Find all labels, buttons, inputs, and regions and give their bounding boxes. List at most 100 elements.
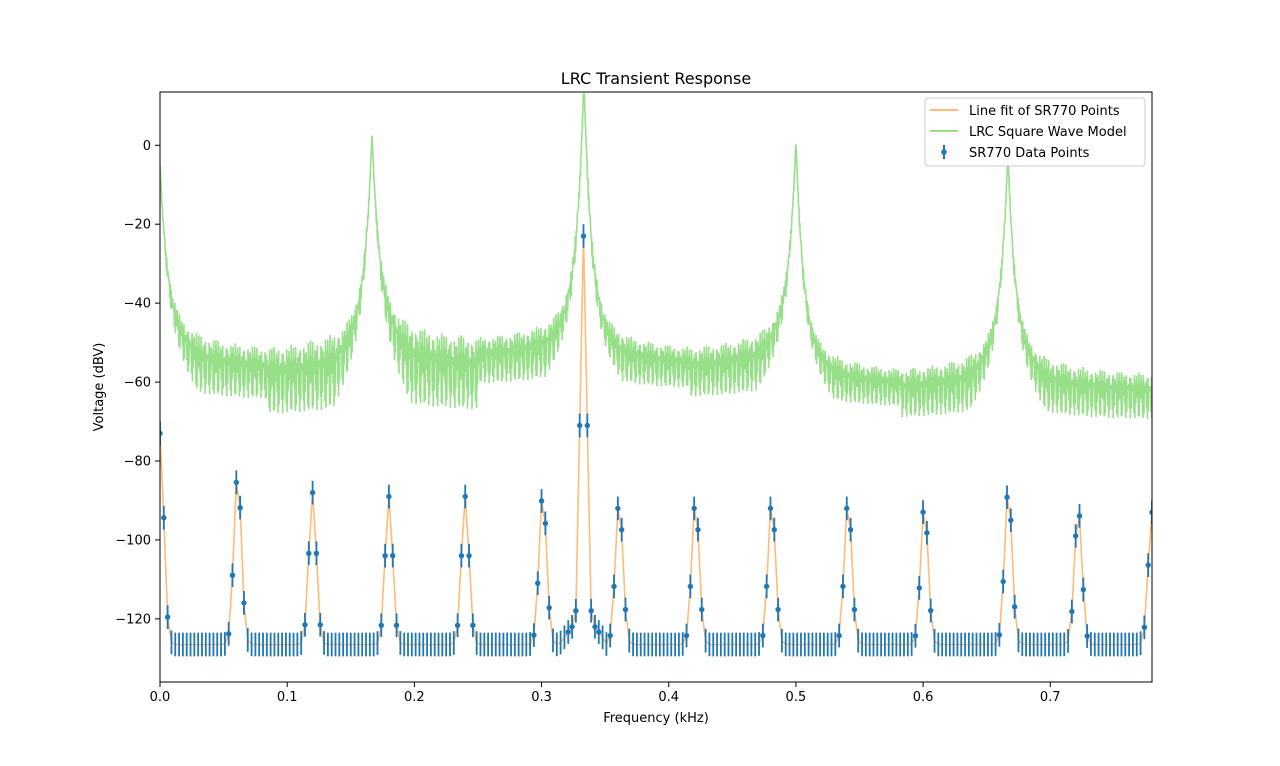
x-tick-label: 0.1 <box>277 690 298 705</box>
data-point <box>378 613 384 638</box>
x-tick-label: 0.2 <box>404 690 425 705</box>
chart-title: LRC Transient Response <box>561 69 751 88</box>
model-series <box>160 93 1152 419</box>
y-tick-label: −80 <box>124 454 151 469</box>
data-point <box>542 511 549 536</box>
data-point <box>912 623 919 648</box>
y-tick-label: −60 <box>124 376 151 391</box>
data-point <box>531 623 537 647</box>
legend-model-label: LRC Square Wave Model <box>969 125 1127 140</box>
data-point <box>164 605 171 629</box>
data-point <box>851 597 858 622</box>
legend-points-swatch <box>941 145 947 159</box>
data-point <box>775 597 781 622</box>
data-point <box>580 224 587 248</box>
data-point <box>1149 500 1152 525</box>
data-point <box>569 614 575 639</box>
data-point <box>1004 485 1010 510</box>
x-axis-label: Frequency (kHz) <box>603 711 709 726</box>
data-point <box>1072 524 1079 548</box>
data-point <box>576 413 583 438</box>
legend: Line fit of SR770 Points LRC Square Wave… <box>924 97 1146 167</box>
data-point <box>615 496 621 521</box>
data-point <box>573 598 579 623</box>
data-point <box>306 541 312 566</box>
data-point <box>760 623 766 648</box>
x-axis: 0.0 0.1 0.2 0.3 0.4 0.5 0.6 0.7 <box>150 682 1061 705</box>
y-tick-label: −120 <box>115 612 151 627</box>
data-point <box>458 543 465 568</box>
data-point <box>160 421 163 446</box>
data-point <box>386 484 392 509</box>
data-point <box>584 413 591 438</box>
data-point <box>840 574 846 599</box>
x-tick-label: 0.7 <box>1040 690 1061 705</box>
x-tick-label: 0.5 <box>786 690 807 705</box>
data-point <box>546 595 552 620</box>
data-point <box>462 484 468 509</box>
data-point <box>535 571 541 596</box>
data-point <box>229 563 236 588</box>
data-point <box>771 517 777 542</box>
data-point <box>565 620 571 644</box>
data-point <box>382 543 388 568</box>
y-tick-label: 0 <box>143 139 151 154</box>
data-point <box>233 470 240 495</box>
data-point <box>538 489 545 513</box>
data-point <box>767 496 774 521</box>
data-point <box>592 614 598 639</box>
data-point <box>611 574 617 599</box>
data-point <box>916 576 922 600</box>
data-point <box>622 597 629 622</box>
legend-fit-label: Line fit of SR770 Points <box>969 104 1120 119</box>
data-point <box>1145 553 1151 577</box>
y-tick-label: −100 <box>115 533 151 548</box>
y-tick-label: −40 <box>124 297 151 312</box>
data-point <box>683 623 690 648</box>
data-point <box>691 496 697 521</box>
data-point <box>313 541 320 566</box>
data-point <box>699 597 705 622</box>
data-point <box>847 517 854 542</box>
data-point <box>844 496 850 521</box>
data-point <box>924 520 930 545</box>
model-line <box>160 93 1152 419</box>
y-tick-label: −20 <box>124 218 151 233</box>
data-point <box>1141 615 1148 640</box>
data-point <box>390 543 396 568</box>
data-point <box>1069 599 1075 624</box>
plot-frame <box>159 91 1153 683</box>
data-point <box>302 612 308 637</box>
data-point <box>161 505 167 530</box>
data-point <box>695 517 701 542</box>
data-point <box>687 574 694 599</box>
data-point <box>763 574 770 599</box>
x-tick-label: 0.4 <box>658 690 679 705</box>
x-tick-label: 0.6 <box>913 690 934 705</box>
plot-area <box>160 93 1152 657</box>
data-point <box>1080 577 1087 602</box>
data-point <box>928 598 934 623</box>
x-tick-label: 0.0 <box>150 690 171 705</box>
data-point <box>1011 594 1018 619</box>
data-point <box>618 517 625 542</box>
legend-points-label: SR770 Data Points <box>969 146 1090 161</box>
data-point <box>607 623 613 648</box>
y-axis-label: Voltage (dBV) <box>92 343 107 432</box>
data-point <box>1008 508 1014 533</box>
legend-box <box>924 97 1146 167</box>
data-point <box>596 620 602 644</box>
data-point <box>588 598 594 623</box>
data-point <box>836 623 842 648</box>
data-point <box>996 622 1003 647</box>
data-point <box>1000 569 1006 594</box>
data-point <box>466 543 472 568</box>
data-point <box>470 613 476 638</box>
data-point <box>225 621 232 646</box>
data-point <box>309 480 316 505</box>
y-axis: 0 −20 −40 −60 −80 −100 −120 <box>115 139 160 627</box>
data-point <box>317 612 323 637</box>
x-tick-label: 0.3 <box>531 690 552 705</box>
data-points-series <box>160 224 1152 657</box>
